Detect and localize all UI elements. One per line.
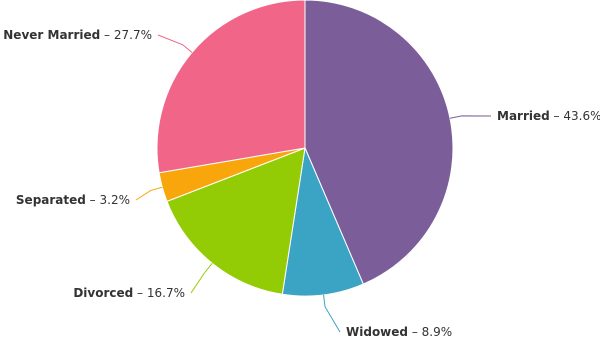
slice-label-widowed: Widowed – 8.9% bbox=[346, 325, 452, 339]
slice-label-value: 3.2% bbox=[100, 193, 131, 207]
slice-label-married: Married – 43.6% bbox=[497, 109, 600, 123]
slice-label-value: 43.6% bbox=[563, 109, 600, 123]
pie-slice-never-married[interactable] bbox=[156, 0, 306, 174]
slice-label-never-married: Never Married – 27.7% bbox=[3, 28, 152, 42]
slice-label-separator: – bbox=[86, 193, 100, 207]
leader-line-separated bbox=[135, 186, 163, 201]
leader-line-never-married bbox=[157, 34, 193, 53]
slice-label-separator: – bbox=[550, 109, 564, 123]
slice-label-separator: – bbox=[408, 325, 422, 339]
slice-labels: Married – 43.6% Widowed – 8.9% Divorced – … bbox=[3, 28, 600, 339]
pie-slice-married[interactable] bbox=[304, 0, 454, 285]
slice-label-value: 8.9% bbox=[422, 325, 453, 339]
pie-slices bbox=[156, 0, 454, 297]
pie-slice-widowed[interactable] bbox=[281, 146, 364, 297]
pie-slice-divorced[interactable] bbox=[166, 147, 306, 295]
slice-label-value: 16.7% bbox=[147, 286, 185, 300]
slice-label-separated: Separated – 3.2% bbox=[16, 193, 130, 207]
slice-label-value: 27.7% bbox=[114, 28, 152, 42]
slice-label-name: Never Married bbox=[3, 28, 100, 42]
leader-line-widowed bbox=[323, 294, 341, 333]
slice-label-divorced: Divorced – 16.7% bbox=[73, 286, 185, 300]
leader-lines bbox=[135, 34, 492, 333]
slice-label-name: Divorced bbox=[73, 286, 133, 300]
leader-line-divorced bbox=[190, 262, 213, 294]
slice-label-name: Separated bbox=[16, 193, 86, 207]
slice-label-name: Married bbox=[497, 109, 550, 123]
slice-label-separator: – bbox=[133, 286, 147, 300]
slice-label-name: Widowed bbox=[346, 325, 408, 339]
slice-label-separator: – bbox=[100, 28, 114, 42]
leader-line-married bbox=[449, 115, 492, 119]
